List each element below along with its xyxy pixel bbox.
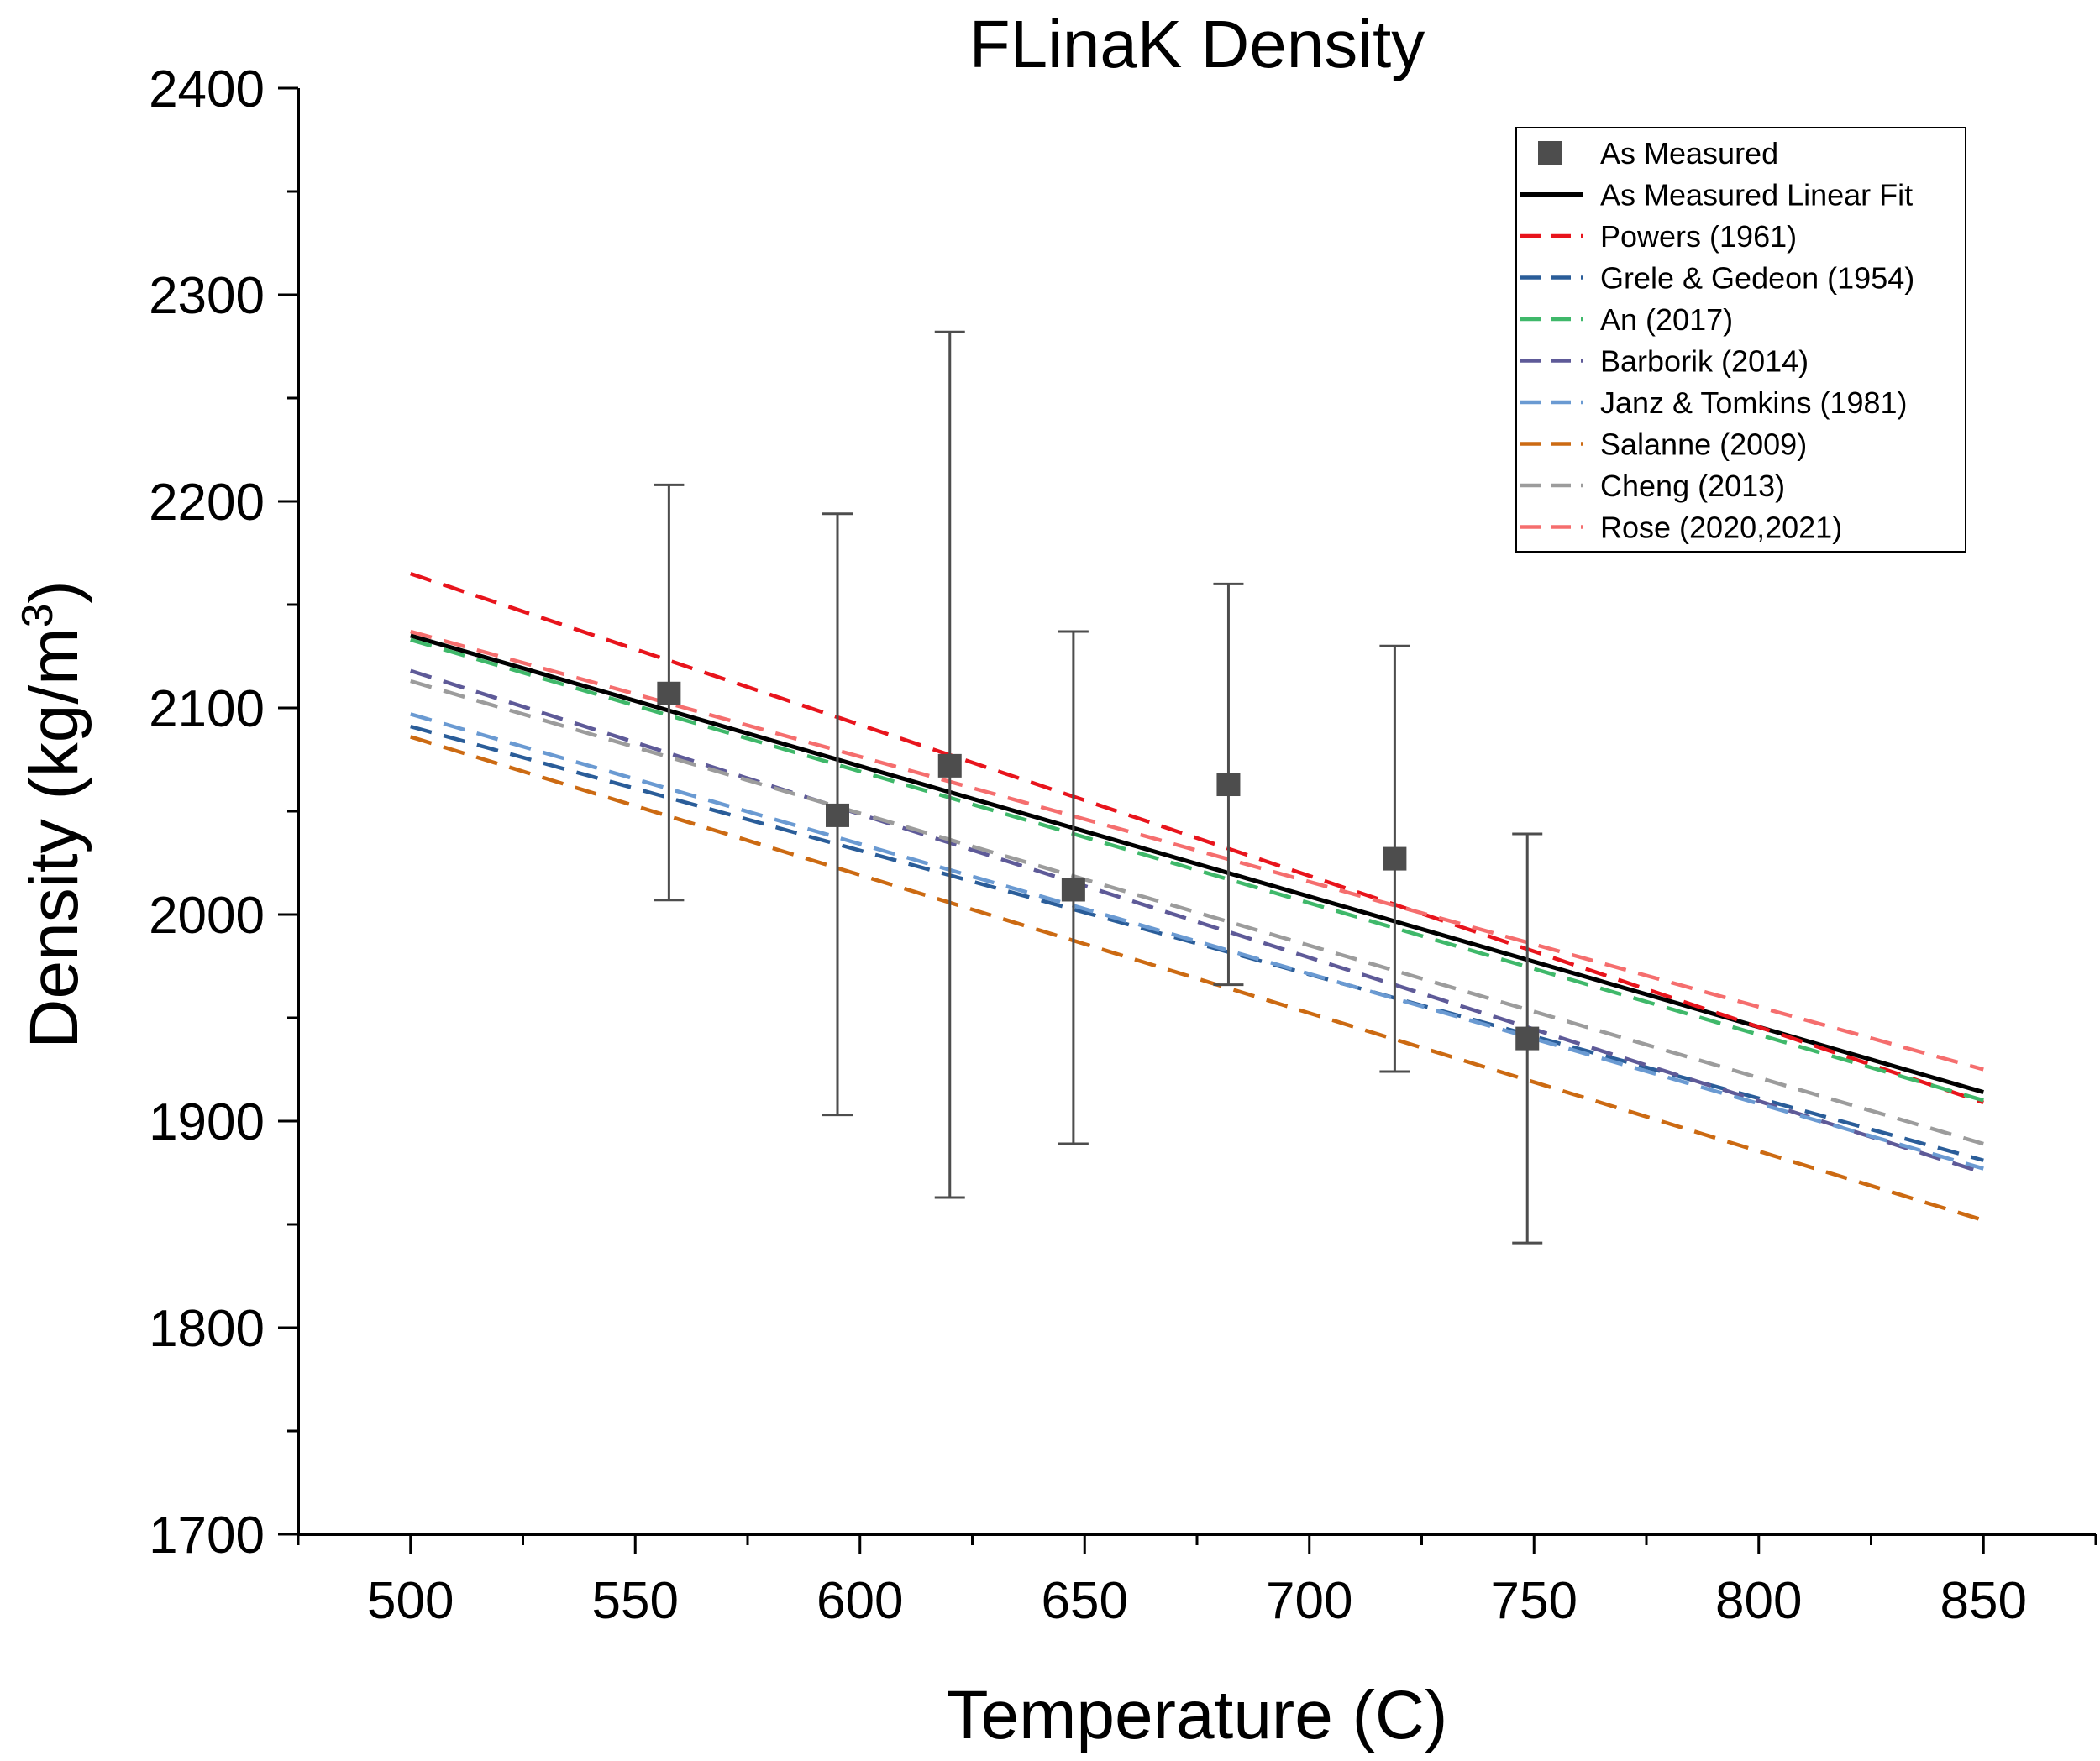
x-tick-label: 700 — [1266, 1572, 1352, 1630]
y-tick-label: 1900 — [149, 1093, 265, 1151]
series-line-barborik-2014 — [410, 668, 1984, 1175]
y-axis-label-main: Density (kg/m — [16, 628, 92, 1049]
y-tick-label: 1800 — [149, 1300, 265, 1358]
data-point — [657, 681, 681, 705]
x-tick-label: 600 — [816, 1572, 903, 1630]
x-axis-label: Temperature (C) — [947, 1677, 1448, 1753]
data-point — [1216, 773, 1241, 797]
legend-items: As Measured As Measured Linear Fit Powers … — [1520, 136, 1914, 545]
measured-layer — [654, 330, 1543, 1245]
legend-label: Cheng (2013) — [1600, 469, 1785, 503]
data-point — [1515, 1026, 1540, 1051]
x-tick-label: 550 — [592, 1572, 679, 1630]
y-tick-label: 2200 — [149, 474, 265, 532]
legend: As Measured As Measured Linear Fit Powers … — [1515, 127, 1966, 553]
y-tick-label: 2400 — [149, 60, 265, 118]
legend-label: Rose (2020,2021) — [1600, 511, 1842, 545]
x-tick-label: 500 — [367, 1572, 454, 1630]
legend-label: As Measured Linear Fit — [1600, 178, 1913, 212]
legend-label: As Measured — [1600, 136, 1778, 170]
series-line-rose-2020-2021 — [410, 629, 1984, 1072]
y-tick-label: 1700 — [149, 1507, 265, 1564]
x-tick-label: 850 — [1940, 1572, 2027, 1630]
series-line-salanne-2009 — [410, 735, 1984, 1223]
data-point — [1383, 846, 1407, 871]
y-tick-label: 2000 — [149, 887, 265, 945]
axes: 500 550 600 650 700 750 800 850 1700 1800 1900 2000… — [149, 60, 2097, 1630]
series-line-cheng-2013 — [410, 679, 1984, 1146]
series-line-an-2017 — [410, 637, 1984, 1103]
y-tick-label: 2300 — [149, 267, 265, 325]
x-tick-label: 750 — [1491, 1572, 1578, 1630]
legend-label: An (2017) — [1600, 302, 1733, 337]
series-line-janz-tomkins-1981 — [410, 712, 1984, 1171]
y-tick-label: 2100 — [149, 680, 265, 738]
y-axis-label: Density (kg/m3) — [13, 580, 92, 1048]
series-layer — [410, 571, 1984, 1223]
data-point — [1061, 878, 1085, 902]
legend-label: Janz & Tomkins (1981) — [1600, 385, 1908, 420]
y-axis-label-close: ) — [16, 580, 92, 603]
chart-title: FLinaK Density — [969, 7, 1425, 81]
legend-box — [1515, 127, 1966, 553]
series-line-as-measured-linear-fit — [410, 633, 1984, 1094]
data-point — [826, 803, 849, 827]
x-tick-label: 800 — [1715, 1572, 1802, 1630]
series-line-powers-1961 — [410, 571, 1984, 1104]
legend-label: Barborik (2014) — [1600, 344, 1809, 379]
legend-label: Grele & Gedeon (1954) — [1600, 261, 1914, 296]
y-axis-label-sup: 3 — [13, 604, 62, 628]
legend-label: Powers (1961) — [1600, 219, 1797, 254]
data-point — [937, 753, 962, 778]
x-tick-label: 650 — [1042, 1572, 1128, 1630]
legend-label: Salanne (2009) — [1600, 427, 1807, 462]
legend-marker — [1538, 141, 1562, 165]
series-line-grele-gedeon-1954 — [410, 724, 1984, 1162]
